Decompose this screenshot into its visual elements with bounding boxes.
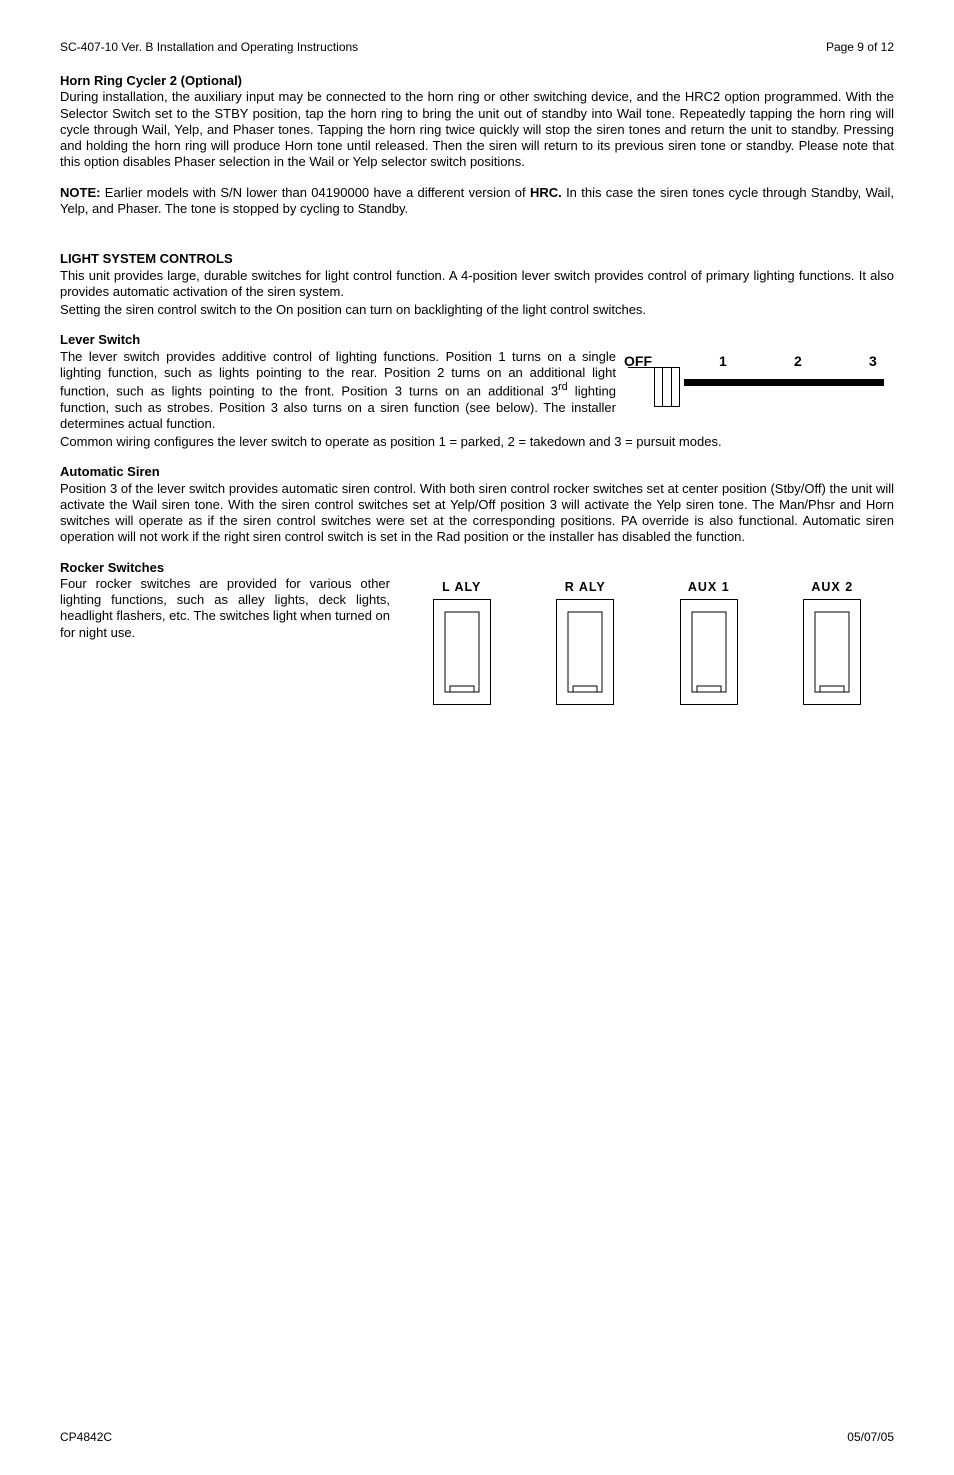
lever-sup: rd (558, 381, 568, 393)
rocker-switch-label: AUX 1 (680, 580, 738, 596)
rocker-switch-icon (803, 599, 861, 705)
light-system-title: LIGHT SYSTEM CONTROLS (60, 251, 894, 267)
rocker-switch-label: R ALY (556, 580, 614, 596)
lever-body: The lever switch provides additive contr… (60, 349, 616, 433)
auto-siren-title: Automatic Siren (60, 464, 894, 480)
rocker-switch: AUX 1 (680, 580, 738, 706)
rocker-switch: R ALY (556, 580, 614, 706)
rocker-switch-icon (433, 599, 491, 705)
footer-right: 05/07/05 (847, 1430, 894, 1445)
lever-diagram: OFF 1 2 3 (624, 353, 894, 423)
rocker-diagram: L ALY R ALY AUX 1 AUX 2 (400, 576, 894, 706)
horn-ring-note: NOTE: Earlier models with S/N lower than… (60, 185, 894, 218)
note-hrc: HRC. (530, 185, 562, 200)
lever-label-1: 1 (719, 353, 727, 371)
rocker-switch-icon (556, 599, 614, 705)
note-text-a: Earlier models with S/N lower than 04190… (100, 185, 530, 200)
rocker-switch-icon (680, 599, 738, 705)
page-number: Page 9 of 12 (826, 40, 894, 55)
rocker-body: Four rocker switches are provided for va… (60, 576, 390, 641)
note-label: NOTE: (60, 185, 100, 200)
lever-knob-inner (662, 367, 672, 407)
lever-p1a: The lever switch provides additive contr… (60, 349, 616, 399)
light-system-p2: Setting the siren control switch to the … (60, 302, 894, 318)
rocker-switch-label: L ALY (433, 580, 491, 596)
lever-thick-line (684, 379, 884, 386)
lever-label-3: 3 (869, 353, 877, 371)
rocker-switch: L ALY (433, 580, 491, 706)
lever-label-2: 2 (794, 353, 802, 371)
footer-left: CP4842C (60, 1430, 112, 1445)
rocker-switch: AUX 2 (803, 580, 861, 706)
horn-ring-body: During installation, the auxiliary input… (60, 89, 894, 170)
rocker-title: Rocker Switches (60, 560, 894, 576)
light-system-p1: This unit provides large, durable switch… (60, 268, 894, 301)
rocker-switch-label: AUX 2 (803, 580, 861, 596)
auto-siren-body: Position 3 of the lever switch provides … (60, 481, 894, 546)
doc-id: SC-407-10 Ver. B Installation and Operat… (60, 40, 358, 55)
horn-ring-title: Horn Ring Cycler 2 (Optional) (60, 73, 894, 89)
lever-title: Lever Switch (60, 332, 894, 348)
lever-p2: Common wiring configures the lever switc… (60, 434, 894, 450)
